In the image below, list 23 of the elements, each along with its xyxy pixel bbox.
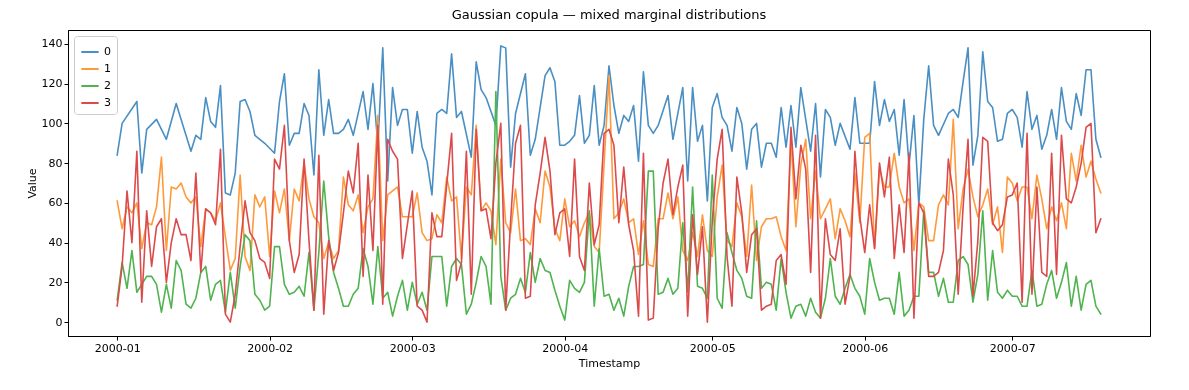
x-tick-label: 2000-04 [542, 341, 589, 355]
y-tick-label: 80 [48, 156, 63, 170]
y-axis-title: Value [25, 168, 39, 199]
y-tick-label: 20 [48, 275, 63, 289]
x-tick-label: 2000-03 [389, 341, 436, 355]
chart-title: Gaussian copula — mixed marginal distributions [451, 7, 767, 22]
x-tick-label: 2000-07 [989, 341, 1036, 355]
y-tick-label: 140 [41, 37, 63, 51]
legend-label: 2 [104, 79, 111, 92]
legend-label: 1 [104, 62, 111, 75]
y-tick-label: 60 [48, 196, 63, 210]
x-tick-label: 2000-02 [247, 341, 294, 355]
y-tick-label: 120 [41, 77, 63, 91]
legend-label: 0 [104, 45, 111, 58]
legend-label: 3 [104, 96, 111, 109]
x-axis-title: Timestamp [577, 356, 641, 370]
y-tick-label: 40 [48, 236, 63, 250]
line-series [116, 74, 1102, 272]
x-tick-label: 2000-01 [94, 341, 141, 355]
x-tick-label: 2000-05 [689, 341, 736, 355]
x-tick-label: 2000-06 [842, 341, 889, 355]
y-tick-label: 100 [41, 116, 63, 130]
y-tick-label: 0 [55, 315, 63, 329]
